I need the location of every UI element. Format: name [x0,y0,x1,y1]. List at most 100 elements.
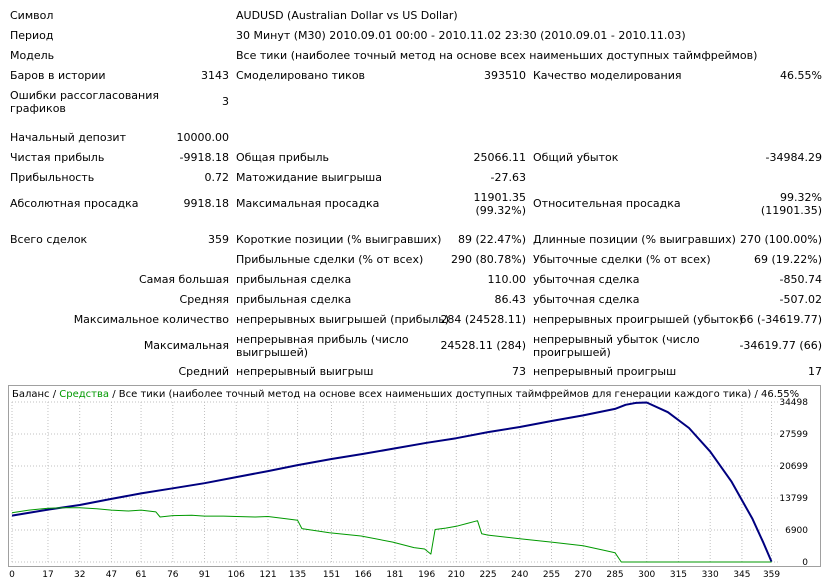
max-drawdown-percent: (99.32%) [475,204,526,217]
x-tick-label: 151 [323,570,340,580]
largest-profit-label: прибыльная сделка [236,273,352,286]
long-label: Длинные позиции (% выигравших) [533,233,736,246]
legend-equity: Средства [59,389,110,400]
average-profit-value: 86.43 [494,293,527,306]
max-cons-wins-value: 284 (24528.11) [440,313,526,326]
avg-cons-label: Средний [178,365,229,378]
x-tick-label: 106 [228,570,245,580]
max-count-label: Максимальное количество [73,313,229,326]
avg-cons-wins-value: 73 [512,365,526,378]
largest-profit-value: 110.00 [487,273,527,286]
x-tick-label: 166 [355,570,372,580]
x-tick-label: 210 [448,570,465,580]
deposit-label: Начальный депозит [10,131,126,144]
x-tick-label: 17 [42,570,53,580]
x-tick-label: 61 [135,570,146,580]
legend-balance: Баланс [12,389,50,400]
x-tick-label: 285 [606,570,623,580]
equity-line [11,507,772,563]
profit-trades-label: Прибыльные сделки (% от всех) [236,253,424,266]
symbol-label: Символ [10,9,54,22]
maximal-loss-value: -34619.77 (66) [739,339,822,352]
legend-model-info: Все тики (наиболее точный метод на основ… [118,389,800,400]
y-tick-label: 27599 [779,430,808,440]
y-tick-label: 0 [802,558,808,568]
profit-trades-value: 290 (80.78%) [450,253,526,266]
period-label: Период [10,29,54,42]
gross-loss-label: Общий убыток [533,151,619,164]
largest-loss-label: убыточная сделка [533,273,640,286]
y-tick-label: 34498 [779,398,808,408]
quality-value: 46.55% [780,69,822,82]
short-value: 89 (22.47%) [457,233,526,246]
loss-trades-label: Убыточные сделки (% от всех) [533,253,711,266]
x-tick-label: 345 [733,570,750,580]
net-profit-value: -9918.18 [179,151,229,164]
x-tick-label: 32 [74,570,85,580]
x-tick-label: 359 [763,570,780,580]
symbol-value: AUDUSD (Australian Dollar vs US Dollar) [236,9,458,22]
max-cons-wins-label: непрерывных выигрышей (прибыль) [236,313,450,326]
quality-label: Качество моделирования [533,69,682,82]
avg-cons-losses-value: 17 [808,365,822,378]
x-tick-label: 315 [670,570,687,580]
average-profit-label: прибыльная сделка [236,293,352,306]
expected-payoff-value: -27.63 [490,171,526,184]
average-label: Средняя [179,293,229,306]
maximal-profit-label: непрерывная прибыль (число выигрышей) [236,333,409,359]
bars-value: 3143 [201,69,229,82]
x-tick-label: 135 [289,570,306,580]
ticks-value: 393510 [484,69,526,82]
x-tick-label: 300 [638,570,655,580]
gross-profit-value: 25066.11 [473,151,527,164]
avg-cons-losses-label: непрерывный проигрыш [533,365,677,378]
profit-factor-value: 0.72 [204,171,230,184]
x-tick-label: 330 [702,570,719,580]
largest-label: Самая большая [138,273,229,286]
period-value: 30 Минут (M30) 2010.09.01 00:00 - 2010.1… [236,29,686,42]
model-label: Модель [10,49,55,62]
largest-loss-value: -850.74 [779,273,822,286]
abs-drawdown-label: Абсолютная просадка [10,197,139,210]
avg-cons-wins-label: непрерывный выигрыш [236,365,374,378]
bars-label: Баров в истории [10,69,106,82]
rel-drawdown-label: Относительная просадка [533,197,681,210]
x-tick-label: 240 [511,570,528,580]
model-value: Все тики (наиболее точный метод на основ… [236,49,758,62]
balance-line [11,401,773,562]
loss-trades-value: 69 (19.22%) [753,253,822,266]
x-tick-label: 121 [259,570,276,580]
rel-drawdown-value: 99.32% [780,191,822,204]
x-tick-label: 181 [386,570,403,580]
mismatch-label: Ошибки рассогласования графиков [10,89,160,115]
legend-separator: / [49,389,60,400]
y-tick-label: 20699 [779,462,808,472]
gross-profit-label: Общая прибыль [236,151,329,164]
average-loss-value: -507.02 [779,293,822,306]
chart-frame [8,385,821,567]
legend-separator: / [109,389,119,400]
y-tick-label: 6900 [785,526,808,536]
maximal-label: Максимальная [143,339,229,352]
total-trades-label: Всего сделок [10,233,88,246]
x-tick-label: 255 [543,570,560,580]
x-tick-label: 47 [106,570,117,580]
abs-drawdown-value: 9918.18 [183,197,230,210]
average-loss-label: убыточная сделка [533,293,640,306]
total-trades-value: 359 [208,233,229,246]
mismatch-value: 3 [222,95,229,108]
max-cons-losses-value: 66 (-34619.77) [739,313,822,326]
profit-factor-label: Прибыльность [10,171,95,184]
net-profit-label: Чистая прибыль [10,151,105,164]
deposit-value: 10000.00 [176,131,230,144]
x-tick-label: 225 [479,570,496,580]
y-tick-label: 13799 [779,494,808,504]
x-tick-label: 91 [199,570,210,580]
x-tick-label: 0 [9,570,15,580]
chart-title: Баланс / Средства / Все тики (наиболее т… [12,389,799,401]
x-tick-label: 270 [575,570,592,580]
max-drawdown-value: 11901.35 [473,191,527,204]
x-tick-label: 196 [418,570,435,580]
rel-drawdown-amount: (11901.35) [760,204,822,217]
